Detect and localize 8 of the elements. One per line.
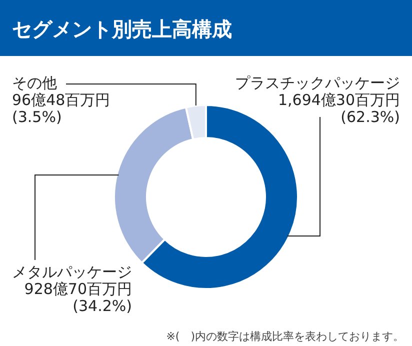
slice-label: プラスチックパッケージ — [235, 74, 400, 92]
slice-label: メタルパッケージ — [12, 263, 132, 281]
data-label: 1,694億30百万円 (62.3%) — [278, 91, 400, 126]
text: ※( )内の数字は構成比率を表わしております。 — [166, 330, 404, 343]
data-label: 928億70百万円 (34.2%) — [24, 280, 132, 315]
chart-title: セグメント別売上高構成 — [12, 17, 232, 41]
data-label: 96億48百万円 (3.5%) — [12, 91, 110, 126]
slice-label: その他 — [12, 74, 57, 92]
